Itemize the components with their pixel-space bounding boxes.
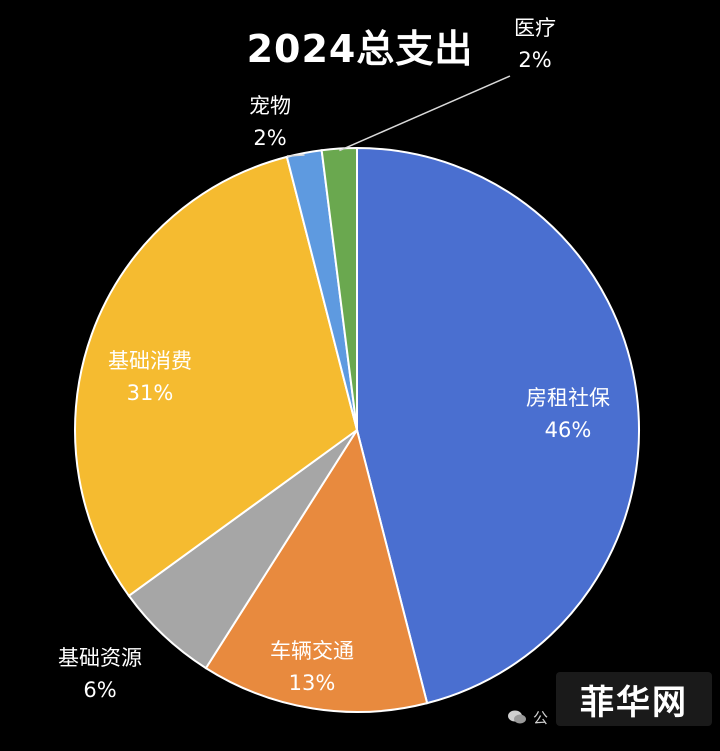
slice-label-medical: 医疗 2% [490,12,580,76]
pie-slice-1 [204,427,429,713]
slice-label-consumption: 基础消费 31% [80,345,220,409]
slice-label-text: 基础消费 [108,349,192,373]
slice-label-vehicle: 车辆交通 13% [242,635,382,699]
pie-slice-3 [74,155,359,598]
chart-title: 2024总支出 [246,27,474,71]
slice-label-pct: 2% [253,126,287,150]
slice-label-text: 基础资源 [58,646,142,670]
slice-label-resources: 基础资源 6% [30,642,170,706]
slice-label-rent: 房租社保 46% [498,382,638,446]
slice-label-text: 车辆交通 [270,639,354,663]
slice-label-pct: 6% [83,678,117,702]
slice-label-text: 宠物 [249,94,291,118]
pie-slice-0 [356,146,640,705]
watermark-partial-text: 公 [533,709,549,727]
slice-label-pet: 宠物 2% [225,90,315,154]
leader-line-pet [286,154,305,157]
leader-line-medical [339,75,511,152]
slice-label-pct: 13% [288,671,336,695]
slice-label-pct: 31% [126,381,174,405]
wechat-icon [508,710,526,724]
site-watermark: 菲华网 [556,672,712,726]
pie-slice-5 [320,146,358,431]
slice-label-text: 医疗 [514,16,556,40]
slice-label-pct: 2% [518,48,552,72]
slice-label-text: 房租社保 [526,386,610,410]
slice-label-pct: 46% [544,418,592,442]
